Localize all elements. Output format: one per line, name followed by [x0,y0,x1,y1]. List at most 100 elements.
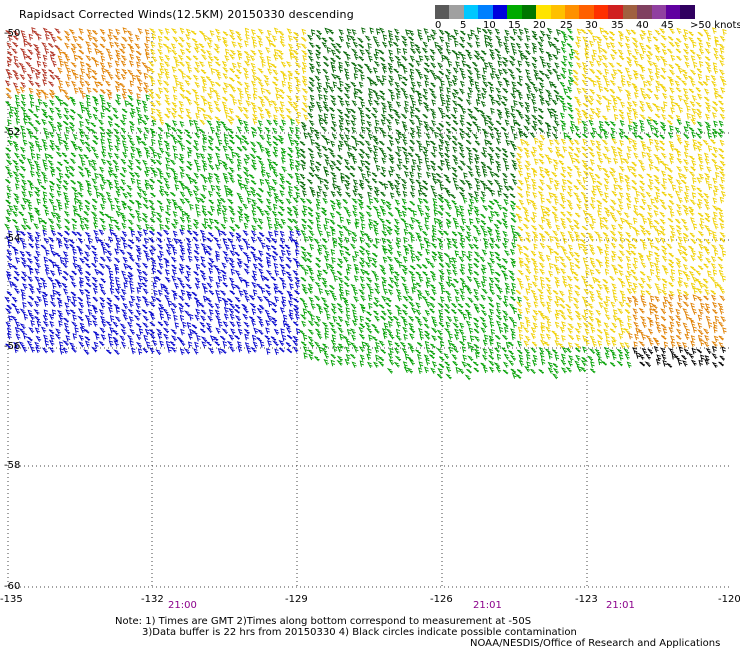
wind-barb [573,153,580,158]
wind-barb [281,334,287,342]
wind-barb [482,81,489,88]
wind-barb [631,144,638,152]
wind-barb [169,341,176,347]
wind-barb [438,315,444,322]
wind-barb [193,255,200,262]
wind-barb [334,74,342,81]
wind-barb [453,29,459,36]
wind-barb [677,172,683,180]
wind-barb [544,122,551,127]
wind-barb [566,199,573,206]
wind-barb [497,113,503,120]
wind-barb [42,291,48,297]
colorbar-swatch [507,5,522,19]
wind-barb [303,132,309,139]
wind-barb [195,112,200,120]
wind-barb [481,322,488,329]
wind-barb [250,29,256,36]
wind-barb [533,158,539,166]
wind-barb [85,179,91,187]
wind-barb [619,290,626,297]
wind-barb [186,99,193,106]
wind-barb [696,68,703,74]
wind-barb [328,36,335,42]
wind-barb [121,88,127,95]
wind-barb [545,33,552,41]
wind-barb [649,320,654,328]
wind-barb [711,153,718,159]
wind-barb [229,49,236,56]
wind-barb [489,251,495,258]
wind-barb [107,333,113,341]
wind-barb [72,144,79,151]
wind-barb [632,282,638,289]
wind-barb [409,127,416,134]
wind-barb [580,184,587,191]
wind-barb [251,281,257,289]
wind-barb [273,196,279,204]
wind-barb [712,112,717,119]
wind-barb [54,44,61,50]
wind-barb [599,217,604,224]
colorbar-label: 20 [533,20,546,31]
wind-barb [214,146,221,152]
wind-barb [431,29,437,36]
wind-barb [228,107,234,115]
wind-barb [386,248,394,255]
wind-barb [369,288,374,295]
wind-barb [309,94,315,102]
wind-barb [537,41,544,48]
wind-barb [201,205,207,212]
wind-barb [343,282,350,288]
wind-barb [13,204,19,212]
wind-barb [329,107,335,113]
wind-barb [436,48,443,55]
wind-barb [546,125,552,132]
wind-barb [235,31,241,37]
wind-barb [653,210,659,217]
wind-barb [143,105,148,113]
wind-barb [468,170,474,178]
wind-barb [448,346,454,354]
wind-barb [544,315,551,322]
wind-barb [553,120,560,127]
wind-barb [28,87,34,95]
wind-barb [241,145,248,151]
wind-barb [481,128,488,134]
wind-barb [369,27,374,35]
wind-barb [401,205,408,211]
wind-barb [41,224,47,232]
wind-barb [426,241,431,249]
wind-barb [260,170,266,178]
wind-barb [150,79,156,87]
wind-barb [151,267,157,275]
wind-barb [682,48,689,55]
wind-barb [79,74,84,82]
wind-barb [717,165,725,172]
wind-barb [174,322,179,329]
wind-barb [424,309,431,317]
wind-barb [353,53,359,61]
wind-barb [157,35,163,43]
wind-barb [135,341,142,348]
wind-barb [558,160,565,166]
wind-barb [178,166,185,173]
wind-barb [663,296,669,303]
wind-barb [408,231,414,237]
wind-barb [236,80,243,86]
wind-barb [596,40,602,48]
wind-barb [605,295,610,303]
wind-barb [486,165,493,171]
wind-barb [84,340,90,348]
wind-barb [265,327,270,334]
wind-barb [696,203,702,210]
wind-barb [226,298,233,303]
wind-barb [236,210,244,217]
wind-barb [669,125,674,132]
wind-barb [376,211,381,219]
wind-barb [451,200,457,206]
wind-barb [491,67,496,75]
wind-barb [68,165,75,172]
wind-barb [69,243,75,249]
wind-barb [461,53,466,61]
